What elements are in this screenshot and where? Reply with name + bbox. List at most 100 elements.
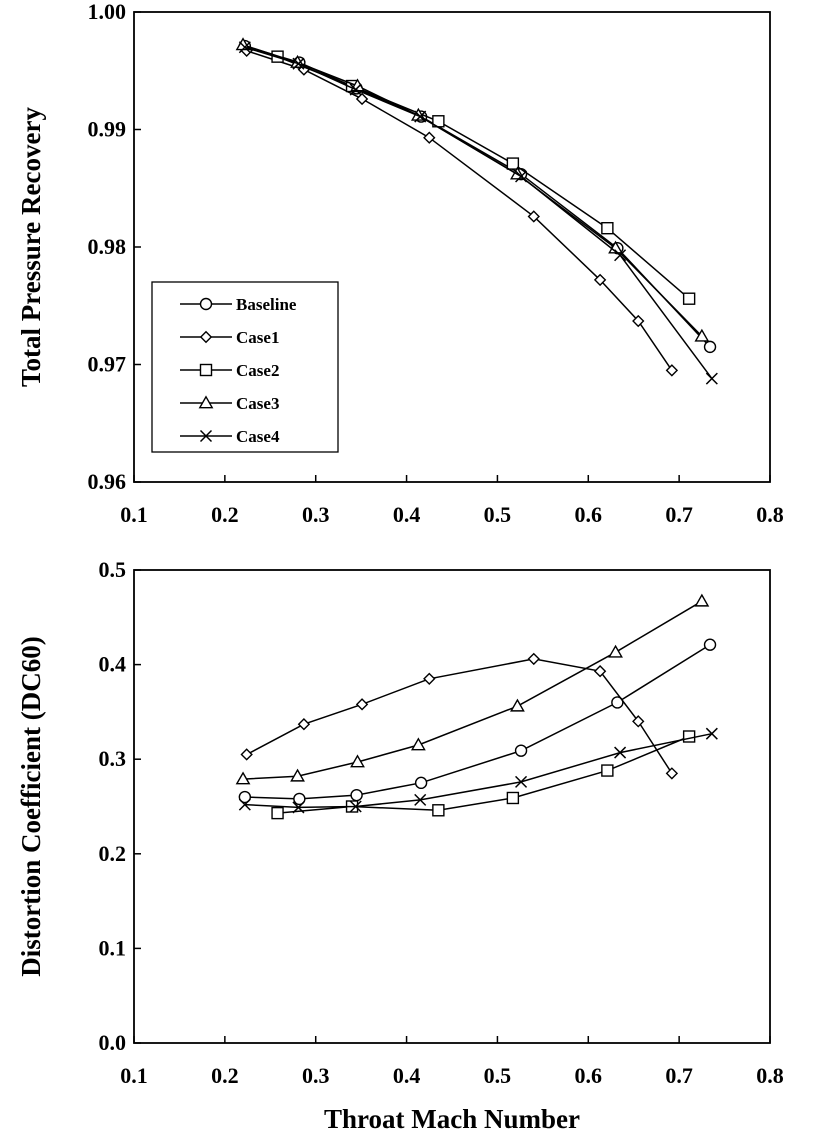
series-case4	[238, 41, 718, 385]
data-point-case1	[632, 715, 645, 728]
x-tick-label: 0.1	[120, 502, 148, 527]
data-point-case3	[290, 768, 305, 782]
series-line-case4	[244, 732, 713, 809]
x-tick-label: 0.5	[484, 502, 512, 527]
data-point-case1	[297, 718, 311, 731]
y-tick-label: 1.00	[88, 0, 127, 24]
data-point-case3	[608, 644, 623, 658]
data-point-case1	[527, 652, 540, 666]
y-tick-label: 0.98	[88, 234, 127, 259]
data-point-case4	[292, 801, 305, 814]
data-point-case4	[614, 249, 627, 262]
data-point-case1	[665, 767, 679, 780]
data-point-baseline	[414, 776, 428, 790]
data-point-case3	[235, 771, 251, 785]
data-point-case2	[271, 806, 284, 820]
data-point-case4	[705, 372, 718, 385]
series-baseline	[238, 638, 717, 806]
x-tick-label: 0.7	[665, 502, 693, 527]
plot-area-frame	[133, 569, 771, 1044]
legend-marker-case3	[198, 395, 214, 409]
series-case4	[238, 727, 718, 814]
x-tick-label: 0.4	[393, 502, 421, 527]
data-point-case4	[705, 727, 718, 740]
x-tick-label: 0.6	[575, 502, 603, 527]
data-point-case2	[682, 730, 696, 743]
x-tick-label: 0.1	[120, 1063, 148, 1088]
y-tick-label: 0.96	[88, 469, 127, 494]
legend-label-case4: Case4	[236, 427, 280, 446]
series-case2	[271, 730, 696, 820]
y-tick-label: 0.2	[99, 841, 127, 866]
data-point-case1	[593, 273, 607, 287]
data-point-case3	[694, 593, 710, 607]
legend-label-case1: Case1	[236, 328, 279, 347]
legend-marker-case1	[199, 330, 213, 344]
data-point-baseline	[611, 696, 624, 709]
legend: Baseline Case1 Case2 Case3 Case4	[151, 281, 339, 453]
x-tick-label: 0.2	[211, 502, 239, 527]
distortion-coefficient-chart: 0.1 0.2 0.3 0.4 0.5 0.6 0.7 0.8 0.0 0.1 0.2 0.3 0.4 0…	[16, 557, 784, 1134]
y-tick-label: 0.5	[99, 557, 127, 582]
data-point-case2	[601, 764, 614, 777]
data-point-baseline	[293, 792, 306, 806]
data-point-case1	[593, 665, 607, 678]
data-point-case1	[355, 698, 369, 711]
data-point-case1	[355, 92, 369, 106]
y-tick-label: 0.3	[99, 746, 127, 771]
data-point-case4	[614, 746, 627, 759]
data-point-case3	[410, 737, 426, 751]
data-point-case3	[510, 698, 525, 712]
data-point-case1	[665, 364, 679, 377]
pressure-recovery-chart: 0.1 0.2 0.3 0.4 0.5 0.6 0.7 0.8 0.96 0.97 0.98 0.99…	[16, 0, 784, 527]
data-point-case1	[527, 210, 540, 223]
x-tick-label: 0.8	[756, 502, 784, 527]
legend-label-case3: Case3	[236, 394, 279, 413]
data-point-case1	[632, 314, 645, 328]
legend-marker-baseline	[199, 297, 213, 311]
series-case3	[235, 593, 710, 785]
data-point-baseline	[238, 790, 252, 804]
data-point-case2	[506, 157, 520, 170]
y-tick-label: 0.1	[99, 935, 127, 960]
data-point-case4	[515, 775, 528, 788]
data-point-case2	[432, 804, 445, 817]
data-point-case4	[349, 83, 362, 96]
data-point-case4	[238, 41, 251, 54]
data-point-case2	[506, 791, 520, 805]
y-tick-label: 0.97	[88, 352, 127, 377]
series-line-case2	[277, 56, 690, 300]
data-point-case1	[423, 131, 436, 144]
x-axis-title: Throat Mach Number	[324, 1104, 580, 1134]
legend-label-baseline: Baseline	[236, 295, 297, 314]
y-tick-label: 0.0	[99, 1030, 127, 1055]
data-point-case1	[240, 748, 253, 761]
legend-marker-case2	[199, 363, 213, 377]
x-tick-label: 0.3	[302, 1063, 330, 1088]
legend-marker-case4	[199, 429, 213, 443]
data-point-case1	[423, 672, 436, 685]
x-tick-label: 0.8	[756, 1063, 784, 1088]
data-point-case4	[349, 800, 362, 813]
data-point-case3	[350, 754, 365, 768]
x-tick-label: 0.5	[484, 1063, 512, 1088]
series-line-case1	[246, 658, 673, 774]
x-tick-label: 0.7	[665, 1063, 693, 1088]
legend-box	[151, 281, 339, 453]
series-line-case3	[242, 600, 703, 780]
data-point-case3	[608, 240, 623, 254]
legend-label-case2: Case2	[236, 361, 279, 380]
x-tick-label: 0.6	[575, 1063, 603, 1088]
data-point-case2	[682, 292, 696, 305]
y-tick-label: 0.99	[88, 117, 127, 142]
data-point-baseline	[350, 788, 363, 802]
data-point-baseline	[703, 340, 717, 354]
series-line-case2	[277, 735, 690, 814]
series-case1	[240, 652, 679, 780]
data-point-case4	[414, 793, 427, 806]
x-tick-label: 0.2	[211, 1063, 239, 1088]
data-point-case2	[601, 221, 614, 235]
x-tick-label: 0.4	[393, 1063, 421, 1088]
data-point-case4	[238, 798, 251, 811]
